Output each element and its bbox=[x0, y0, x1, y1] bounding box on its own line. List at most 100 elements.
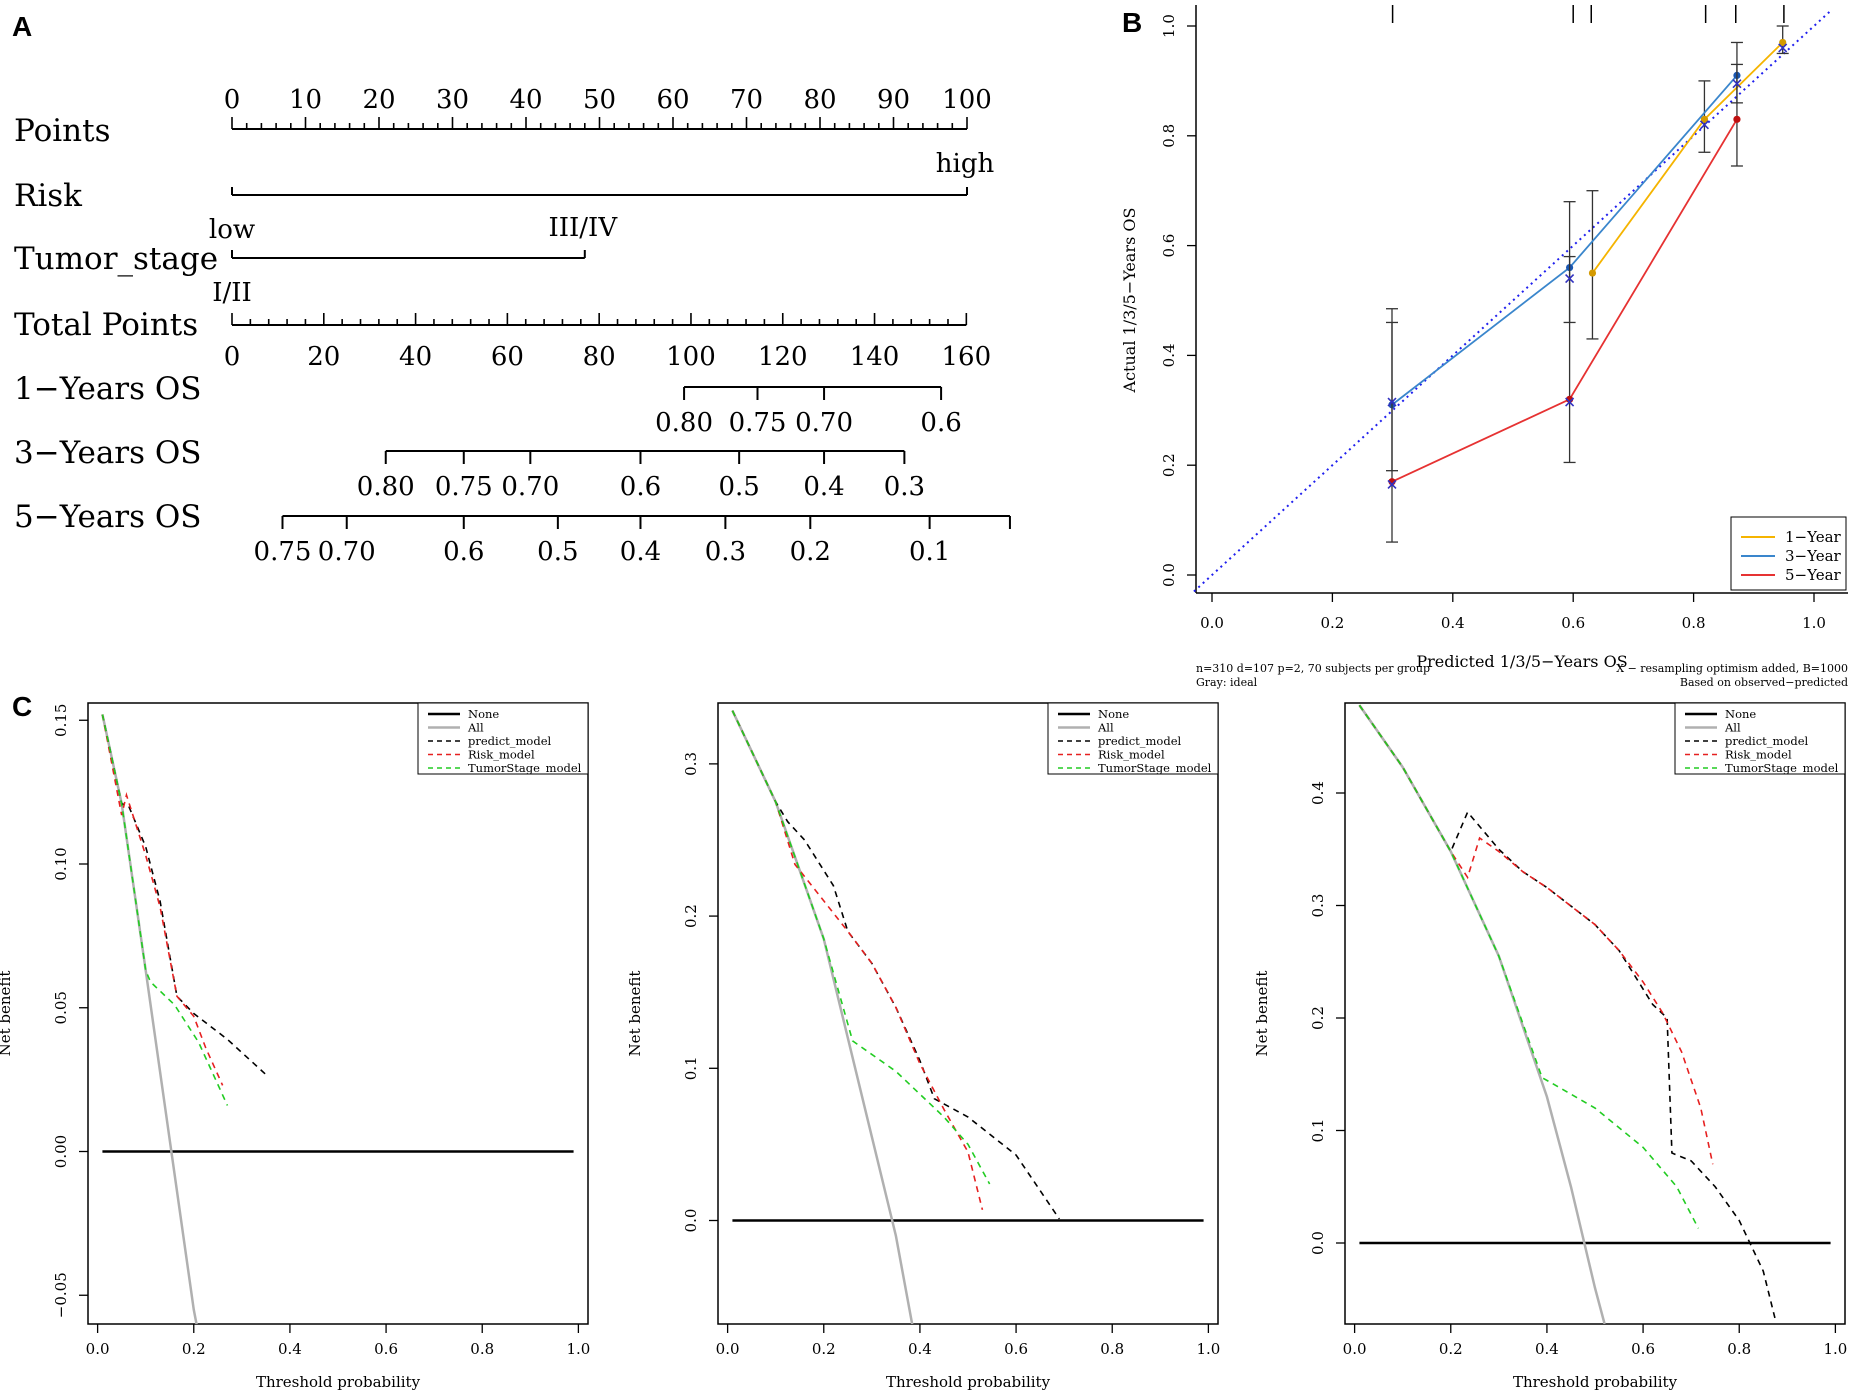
total-tick-label: 20 bbox=[307, 342, 340, 372]
dca-x-tick-label: 0.0 bbox=[86, 1340, 110, 1358]
dca-frame bbox=[717, 702, 1219, 1325]
os3-tick-label: 0.80 bbox=[357, 472, 415, 502]
calib-y-tick-label: 0.8 bbox=[1160, 124, 1178, 148]
calib-y-tick-label: 0.0 bbox=[1160, 563, 1178, 587]
dca-series-group bbox=[1358, 704, 1831, 1324]
os3-tick-label: 0.3 bbox=[884, 472, 925, 502]
dca-x-tick-label: 0.2 bbox=[182, 1340, 206, 1358]
dca-x-tick-label: 1.0 bbox=[1823, 1340, 1847, 1358]
dca-x-tick-label: 0.6 bbox=[1004, 1340, 1028, 1358]
dca-series-group bbox=[731, 710, 1204, 1324]
calib-y-tick-label: 0.4 bbox=[1160, 343, 1178, 367]
dca-legend-label: predict_model bbox=[468, 734, 552, 748]
dca-frame bbox=[87, 702, 589, 1325]
calib-corrected-x bbox=[1387, 397, 1397, 407]
dca-x-tick-label: 0.4 bbox=[278, 1340, 302, 1358]
nomogram-row-label-os3: 3−Years OS bbox=[14, 435, 202, 471]
os1-tick-label: 0.75 bbox=[729, 408, 787, 438]
total-tick-label: 120 bbox=[758, 342, 808, 372]
calib-legend-label: 3−Year bbox=[1785, 547, 1842, 565]
calib-y-tick-label: 0.6 bbox=[1160, 234, 1178, 258]
dca-legend-label: None bbox=[1098, 707, 1129, 721]
dca-legend-label: Risk_model bbox=[468, 748, 535, 762]
points-tick-label: 90 bbox=[877, 85, 910, 115]
dca-y-tick-label: 0.15 bbox=[52, 704, 70, 737]
dca-x-tick-label: 0.2 bbox=[812, 1340, 836, 1358]
dca-y-tick-label: 0.1 bbox=[1309, 1119, 1327, 1143]
dca-legend-label: TumorStage_model bbox=[1725, 761, 1839, 775]
os3-tick-label: 0.5 bbox=[718, 472, 759, 502]
calib-x-tick-label: 0.0 bbox=[1200, 614, 1224, 632]
os5-tick-label: 0.6 bbox=[443, 537, 484, 567]
total-tick-label: 140 bbox=[850, 342, 900, 372]
dca-x-tick-label: 0.6 bbox=[374, 1340, 398, 1358]
dca-y-tick-label: 0.05 bbox=[52, 991, 70, 1024]
points-tick-label: 40 bbox=[509, 85, 542, 115]
os1-tick-label: 0.6 bbox=[920, 408, 961, 438]
calibration-plot: 0.0 0.2 0.4 0.6 0.8 1.0 0.0 0.2 0.4 0.6 0.8 1.0 1−Ye… bbox=[1120, 5, 1848, 689]
dca-series-predict-model bbox=[101, 714, 269, 1078]
dca-x-tick-label: 0.4 bbox=[908, 1340, 932, 1358]
dca-legend-label: All bbox=[1097, 721, 1114, 735]
os5-tick-label: 0.3 bbox=[705, 537, 746, 567]
dca-x-tick-label: 1.0 bbox=[566, 1340, 590, 1358]
os5-tick-label: 0.5 bbox=[537, 537, 578, 567]
points-tick-label: 100 bbox=[942, 85, 992, 115]
calib-corrected-x bbox=[1565, 397, 1575, 407]
dca-legend-label: Risk_model bbox=[1098, 748, 1165, 762]
nomogram-row-label-total: Total Points bbox=[14, 307, 198, 343]
calib-corrected-x bbox=[1699, 120, 1710, 130]
calib-footnote-left: n=310 d=107 p=2, 70 subjects per group bbox=[1196, 662, 1430, 675]
os5-tick-label: 0.4 bbox=[620, 537, 661, 567]
dca-series-group bbox=[101, 714, 574, 1324]
dca-y-tick-label: 0.10 bbox=[52, 847, 70, 880]
dca-series-all bbox=[101, 714, 198, 1324]
calib-x-tick-label: 0.2 bbox=[1320, 614, 1344, 632]
dca-series-risk-model bbox=[731, 710, 984, 1211]
calib-x-tick-label: 0.4 bbox=[1441, 614, 1465, 632]
nomogram-row-label-os1: 1−Years OS bbox=[14, 371, 202, 407]
dca-x-tick-label: 0.8 bbox=[1100, 1340, 1124, 1358]
panel-label-c: C bbox=[12, 691, 32, 722]
calib-footnote-right-2: Based on observed−predicted bbox=[1680, 676, 1848, 689]
dca-legend-label: predict_model bbox=[1098, 734, 1182, 748]
nomogram: Points Risk Tumor_stage Total Points 1−Years… bbox=[14, 85, 1011, 567]
dca-x-label: Threshold probability bbox=[1513, 1373, 1678, 1391]
panel-label-b: B bbox=[1122, 7, 1142, 38]
calib-corrected-x bbox=[1565, 273, 1575, 284]
dca-legend-label: predict_model bbox=[1725, 734, 1809, 748]
risk-high-label: high bbox=[936, 149, 995, 179]
points-tick-label: 60 bbox=[656, 85, 689, 115]
calib-point bbox=[1700, 115, 1709, 123]
dca-x-tick-label: 0.8 bbox=[1727, 1340, 1751, 1358]
dca-x-label: Threshold probability bbox=[256, 1373, 421, 1391]
os3-tick-label: 0.75 bbox=[435, 472, 493, 502]
dca-y-tick-label: 0.0 bbox=[682, 1209, 700, 1233]
total-tick-label: 0 bbox=[224, 342, 241, 372]
os3-tick-label: 0.70 bbox=[501, 472, 559, 502]
calib-footnote-left-2: Gray: ideal bbox=[1196, 676, 1258, 689]
calib-y-label: Actual 1/3/5−Years OS bbox=[1120, 208, 1139, 394]
dca-y-tick-label: 0.2 bbox=[1309, 1006, 1327, 1030]
dca-legend-label: All bbox=[467, 721, 484, 735]
dca-x-tick-label: 0.0 bbox=[1343, 1340, 1367, 1358]
dca-y-tick-label: 0.0 bbox=[1309, 1231, 1327, 1255]
calib-corrected-x bbox=[1387, 479, 1397, 489]
calib-corrected-x bbox=[1732, 79, 1742, 89]
dca-frame bbox=[1344, 702, 1846, 1325]
total-tick-label: 80 bbox=[583, 342, 616, 372]
calib-y-tick-label: 0.2 bbox=[1160, 453, 1178, 477]
dca-x-tick-label: 0.4 bbox=[1535, 1340, 1559, 1358]
dca-x-tick-label: 0.2 bbox=[1439, 1340, 1463, 1358]
tumor-high-label: III/IV bbox=[548, 213, 618, 243]
calib-legend-box bbox=[1730, 516, 1847, 591]
calib-legend-label: 1−Year bbox=[1785, 528, 1842, 546]
calib-footnote-right: X − resampling optimism added, B=1000 bbox=[1616, 662, 1848, 675]
calib-x-tick-label: 1.0 bbox=[1802, 614, 1826, 632]
dca-series-predict-model bbox=[1358, 704, 1777, 1320]
dca-plot-2: 0.0 0.2 0.4 0.6 0.8 1.0 0.0 0.1 0.2 0.3 NoneAllpre… bbox=[626, 702, 1220, 1391]
calib-x-tick-label: 0.8 bbox=[1682, 614, 1706, 632]
dca-legend-label: Risk_model bbox=[1725, 748, 1792, 762]
nomogram-row-label-os5: 5−Years OS bbox=[14, 499, 202, 535]
